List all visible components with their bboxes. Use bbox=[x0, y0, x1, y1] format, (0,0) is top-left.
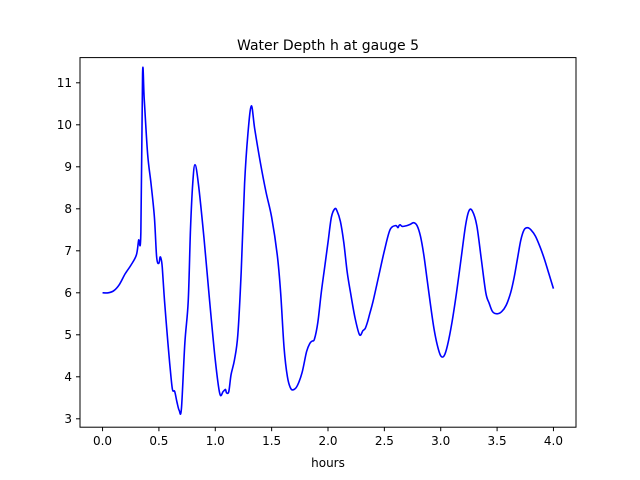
x-axis-ticks: 0.0 0.5 1.0 1.5 2.0 2.5 3.0 3.5 4.0 bbox=[93, 427, 563, 448]
x-tick-label: 3.0 bbox=[431, 434, 450, 448]
series-line bbox=[102, 66, 555, 415]
y-tick-label: 4 bbox=[64, 370, 72, 384]
x-tick-label: 0.5 bbox=[149, 434, 168, 448]
y-tick-label: 8 bbox=[64, 202, 72, 216]
y-tick-label: 11 bbox=[57, 76, 72, 90]
y-axis-ticks: 3 4 5 6 7 8 9 10 11 bbox=[57, 76, 80, 426]
y-tick-label: 7 bbox=[64, 244, 72, 258]
y-tick-label: 9 bbox=[64, 160, 72, 174]
series-layer bbox=[102, 66, 555, 415]
x-tick-label: 1.0 bbox=[206, 434, 225, 448]
x-axis-label: hours bbox=[311, 456, 345, 470]
x-tick-label: 0.0 bbox=[93, 434, 112, 448]
chart-title: Water Depth h at gauge 5 bbox=[237, 38, 419, 54]
y-tick-label: 5 bbox=[64, 328, 72, 342]
x-tick-label: 2.5 bbox=[375, 434, 394, 448]
x-tick-label: 3.5 bbox=[488, 434, 507, 448]
x-tick-label: 2.0 bbox=[318, 434, 337, 448]
x-tick-label: 4.0 bbox=[544, 434, 563, 448]
y-tick-label: 10 bbox=[57, 118, 72, 132]
x-tick-label: 1.5 bbox=[262, 434, 281, 448]
y-tick-label: 6 bbox=[64, 286, 72, 300]
y-tick-label: 3 bbox=[64, 412, 72, 426]
